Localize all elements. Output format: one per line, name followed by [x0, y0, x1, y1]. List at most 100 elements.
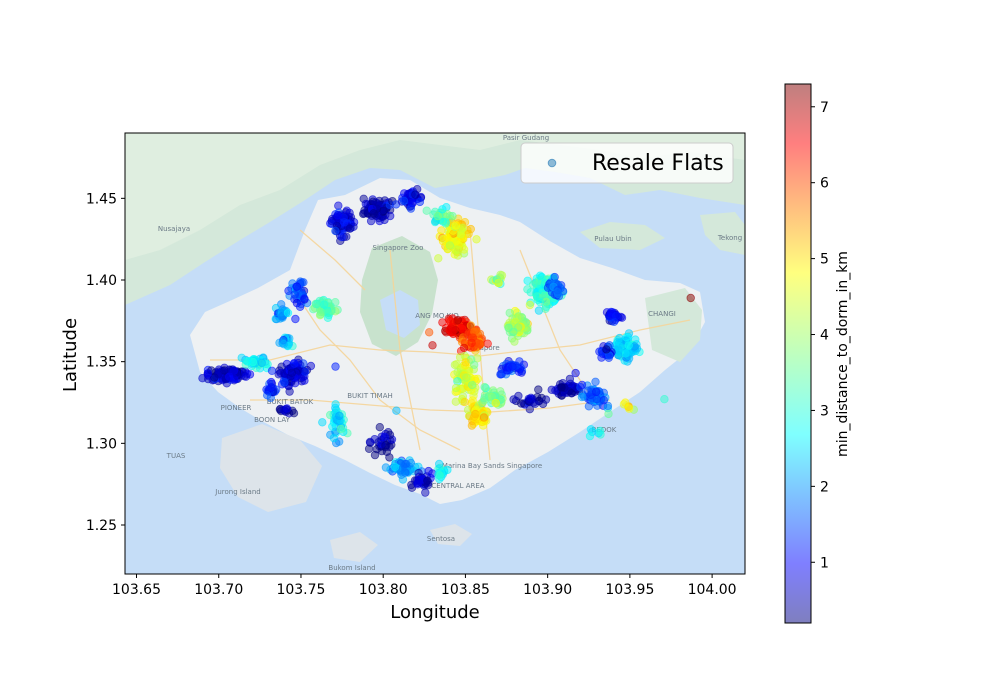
scatter-point — [424, 478, 433, 487]
scatter-point — [290, 290, 299, 299]
colorbar-tick-label: 3 — [820, 403, 829, 419]
scatter-point — [279, 405, 288, 415]
scatter-point — [526, 393, 536, 402]
scatter-point — [496, 270, 505, 279]
scatter-point — [523, 285, 532, 294]
scatter-point — [335, 411, 344, 420]
changi-airport — [645, 288, 702, 362]
scatter-point — [334, 201, 343, 210]
scatter-point — [453, 245, 462, 254]
x-tick-label: 103.65 — [112, 582, 161, 598]
scatter-point — [530, 399, 540, 408]
scatter-point — [243, 357, 252, 366]
scatter-point — [621, 398, 630, 407]
x-tick-label: 103.80 — [359, 582, 408, 598]
scatter-point — [370, 435, 379, 444]
scatter-point — [557, 383, 566, 392]
scatter-point — [449, 326, 458, 335]
legend-marker — [547, 158, 557, 168]
y-tick-label: 1.45 — [86, 191, 117, 207]
legend-label: Resale Flats — [592, 151, 724, 176]
y-axis: 1.25 1.30 1.35 1.40 1.45 — [86, 191, 125, 534]
scatter-point — [312, 299, 321, 309]
scatter-point — [443, 233, 452, 242]
scatter-point — [512, 313, 522, 323]
western-islands — [330, 532, 378, 562]
scatter-point — [300, 294, 309, 303]
scatter-point — [472, 235, 481, 244]
scatter-point — [421, 488, 430, 497]
map-label: Pasir Gudang — [503, 134, 549, 142]
map-label: Pulau Ubin — [594, 235, 631, 243]
scatter-point — [660, 395, 669, 404]
scatter-point — [266, 383, 276, 392]
scatter-point — [320, 300, 329, 309]
plot-frame — [124, 132, 746, 575]
scatter-point — [438, 205, 447, 214]
scatter-point — [460, 397, 469, 407]
scatter-point — [577, 380, 587, 390]
colorbar-tick-label: 2 — [820, 479, 829, 495]
scatter-point — [360, 209, 369, 218]
x-tick-label: 103.75 — [276, 582, 325, 598]
scatter-point — [435, 471, 444, 480]
scatter-point — [453, 367, 462, 377]
scatter-point — [331, 226, 340, 236]
map-label: TUAS — [166, 452, 186, 460]
scatter-point — [604, 409, 613, 419]
scatter-point — [483, 339, 492, 348]
scatter-point — [480, 382, 489, 392]
scatter-point — [241, 372, 251, 381]
scatter-point — [401, 459, 410, 469]
scatter-point — [345, 224, 354, 233]
scatter-point — [327, 216, 336, 226]
scatter-point — [413, 480, 422, 489]
scatter-point — [567, 389, 576, 398]
scatter-point — [331, 362, 340, 371]
scatter-point — [370, 210, 379, 219]
map-label: Singapore Zoo — [373, 244, 424, 252]
scatter-point — [379, 206, 388, 215]
scatter-point — [287, 368, 297, 377]
scatter-point — [392, 406, 401, 415]
map-label: Bukom Island — [328, 564, 375, 572]
x-axis: 103.65 103.70 103.75 103.80 103.85 103.90 103.… — [112, 574, 737, 598]
scatter-point — [381, 441, 390, 450]
scatter-point — [422, 206, 431, 215]
scatter-point — [535, 297, 545, 307]
scatter-point — [614, 345, 623, 354]
scatter-point — [508, 362, 517, 371]
scatter-point — [595, 426, 605, 436]
map-label: Nusajaya — [158, 225, 190, 233]
scatter-point — [448, 211, 457, 221]
scatter-point — [291, 314, 300, 324]
scatter-point — [399, 196, 409, 206]
scatter-point — [565, 374, 575, 384]
scatter-point — [381, 463, 391, 472]
scatter-point — [510, 337, 519, 346]
y-axis-label: Latitude — [60, 318, 81, 392]
reservoir — [380, 290, 420, 338]
scatter-point — [583, 386, 593, 395]
scatter-point — [257, 358, 266, 368]
scatter-point — [333, 211, 342, 220]
scatter-point — [272, 314, 281, 324]
map-label: Tekong — [717, 234, 742, 242]
johor-lower — [125, 133, 745, 260]
scatter-point — [336, 424, 346, 434]
scatter-point — [276, 308, 285, 317]
y-tick-label: 1.30 — [86, 436, 117, 452]
scatter-point — [456, 230, 465, 239]
scatter-point — [615, 333, 624, 343]
scatter-point — [295, 302, 305, 311]
scatter-point — [306, 361, 316, 371]
y-tick-label: 1.40 — [86, 273, 117, 289]
map-label: BOON LAY — [254, 416, 290, 424]
x-tick-label: 103.90 — [523, 582, 572, 598]
y-tick-label: 1.25 — [86, 518, 117, 534]
x-tick-label: 103.70 — [194, 582, 243, 598]
scatter-point — [283, 308, 293, 318]
scatter-points — [198, 184, 695, 497]
scatter-point — [445, 241, 454, 250]
scatter-point — [267, 366, 277, 375]
